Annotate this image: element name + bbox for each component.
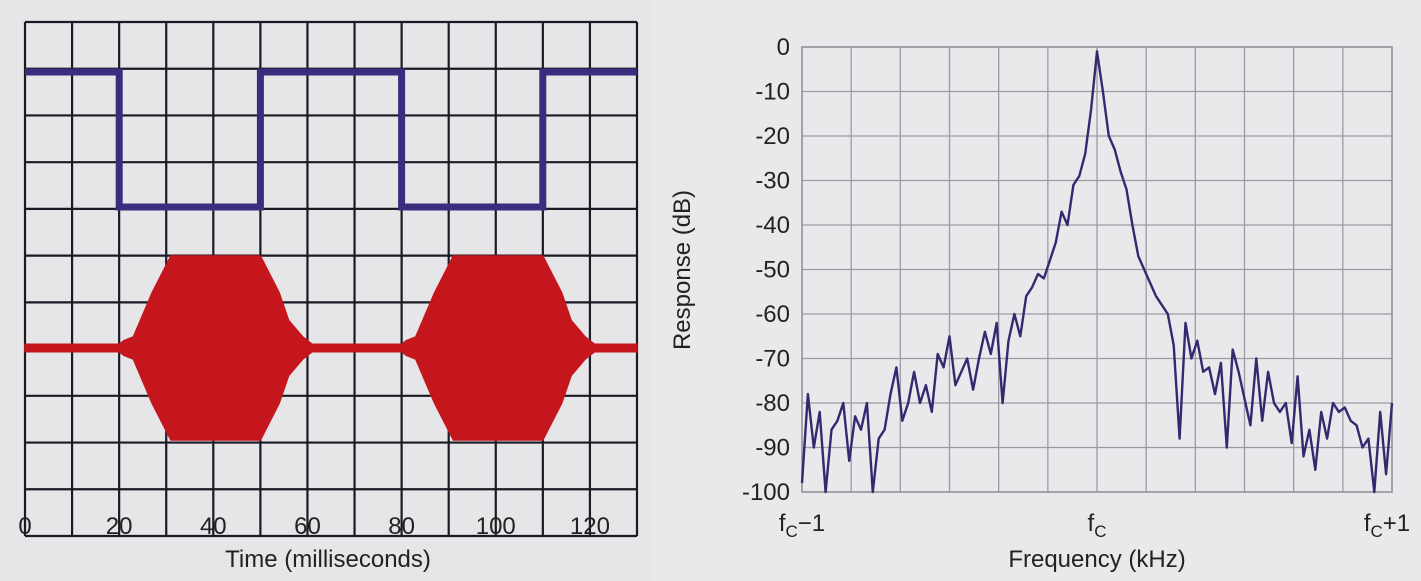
right-y-tick-label: -90 <box>755 435 790 462</box>
right-plot-area <box>800 50 1394 494</box>
left-x-tick-label: 60 <box>294 513 321 540</box>
right-y-tick-label: -80 <box>755 390 790 417</box>
left-x-tick-label: 120 <box>570 513 610 540</box>
right-y-tick-label: -10 <box>755 79 790 106</box>
right-y-tick-label: 0 <box>777 34 790 61</box>
right-x-tick-label: fC−1 <box>779 510 825 541</box>
left-x-tick-label: 100 <box>476 513 516 540</box>
left-x-tick-label: 80 <box>388 513 415 540</box>
right-y-axis-title: Response (dB) <box>669 190 696 350</box>
left-x-tick-label: 0 <box>18 513 31 540</box>
right-x-tick-label: fC+1 <box>1364 510 1410 541</box>
right-y-tick-label: -20 <box>755 123 790 150</box>
right-panel-background <box>652 0 1421 581</box>
left-x-tick-label: 20 <box>106 513 133 540</box>
right-y-tick-label: -40 <box>755 212 790 239</box>
right-y-tick-label: -50 <box>755 257 790 284</box>
right-y-tick-label: -30 <box>755 168 790 195</box>
right-y-tick-label: -100 <box>742 479 790 506</box>
left-x-tick-labels: 0 20 40 60 80 100 120 <box>18 513 610 540</box>
left-x-axis-title: Time (milliseconds) <box>225 546 431 573</box>
right-plot-frame <box>801 46 1393 493</box>
square-wave-series <box>25 68 637 211</box>
right-y-tick-label: -60 <box>755 301 790 328</box>
right-x-tick-label: fC <box>1088 510 1107 541</box>
right-y-tick-label: -70 <box>755 346 790 373</box>
right-x-tick-labels: fC−1 fC fC+1 <box>779 510 1410 541</box>
right-x-axis-title: Frequency (kHz) <box>1008 546 1185 573</box>
left-x-tick-label: 40 <box>200 513 227 540</box>
left-plot-area <box>24 68 638 441</box>
frequency-response-series <box>800 50 1394 494</box>
right-y-tick-labels: 0 -10 -20 -30 -40 -50 -60 -70 -80 -90 -100 <box>742 34 790 506</box>
